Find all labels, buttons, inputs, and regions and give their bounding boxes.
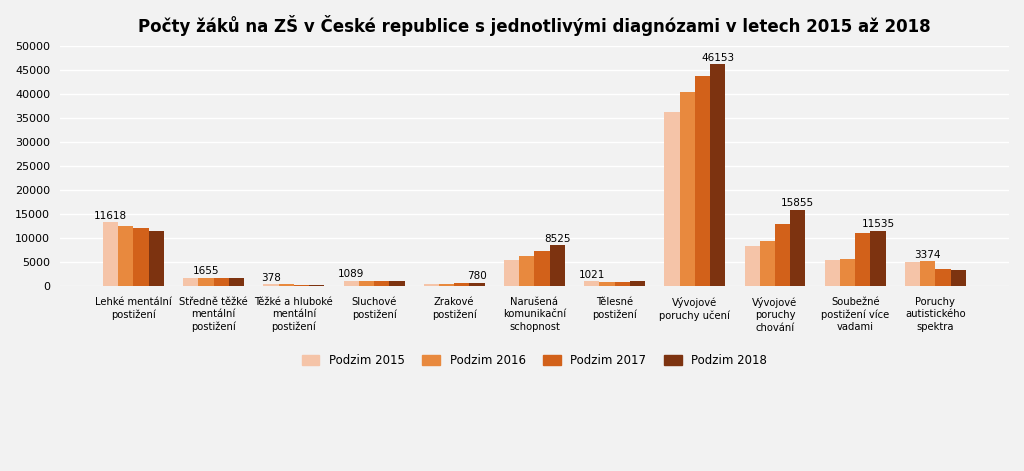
- Bar: [344, 281, 358, 286]
- Text: 15855: 15855: [781, 198, 814, 209]
- Bar: [760, 241, 775, 286]
- Bar: [214, 278, 229, 286]
- Bar: [535, 252, 550, 286]
- Bar: [118, 226, 133, 286]
- Bar: [584, 281, 599, 286]
- Bar: [599, 282, 614, 286]
- Bar: [504, 260, 519, 286]
- Bar: [469, 283, 484, 286]
- Bar: [183, 278, 199, 286]
- Bar: [775, 224, 791, 286]
- Bar: [294, 284, 309, 286]
- Bar: [824, 260, 840, 286]
- Text: 378: 378: [261, 273, 281, 283]
- Bar: [309, 284, 325, 286]
- Bar: [840, 259, 855, 286]
- Text: 11535: 11535: [861, 219, 895, 229]
- Text: 1655: 1655: [193, 266, 219, 276]
- Text: 11618: 11618: [94, 211, 127, 221]
- Bar: [519, 256, 535, 286]
- Bar: [199, 278, 214, 286]
- Bar: [455, 283, 469, 286]
- Bar: [680, 91, 695, 286]
- Bar: [710, 65, 725, 286]
- Legend: Podzim 2015, Podzim 2016, Podzim 2017, Podzim 2018: Podzim 2015, Podzim 2016, Podzim 2017, P…: [297, 349, 772, 372]
- Bar: [870, 231, 886, 286]
- Bar: [935, 268, 950, 286]
- Bar: [791, 210, 806, 286]
- Bar: [374, 281, 389, 286]
- Bar: [389, 281, 404, 286]
- Text: 8525: 8525: [544, 234, 570, 244]
- Bar: [921, 261, 935, 286]
- Text: 780: 780: [467, 271, 487, 281]
- Title: Počty žáků na ZŠ v České republice s jednotlivými diagnózami v letech 2015 až 20: Počty žáků na ZŠ v České republice s jed…: [138, 15, 931, 36]
- Bar: [614, 282, 630, 286]
- Bar: [905, 262, 921, 286]
- Bar: [550, 245, 565, 286]
- Text: 1089: 1089: [338, 269, 365, 279]
- Bar: [358, 281, 374, 286]
- Bar: [695, 76, 710, 286]
- Bar: [229, 278, 244, 286]
- Bar: [439, 284, 455, 286]
- Bar: [950, 270, 966, 286]
- Bar: [133, 227, 148, 286]
- Bar: [148, 230, 164, 286]
- Text: 1021: 1021: [579, 270, 605, 280]
- Bar: [630, 282, 645, 286]
- Bar: [665, 112, 680, 286]
- Text: 46153: 46153: [701, 53, 734, 63]
- Bar: [263, 284, 279, 286]
- Bar: [855, 234, 870, 286]
- Bar: [744, 246, 760, 286]
- Bar: [279, 284, 294, 286]
- Text: 3374: 3374: [914, 250, 941, 260]
- Bar: [424, 284, 439, 286]
- Bar: [103, 222, 118, 286]
